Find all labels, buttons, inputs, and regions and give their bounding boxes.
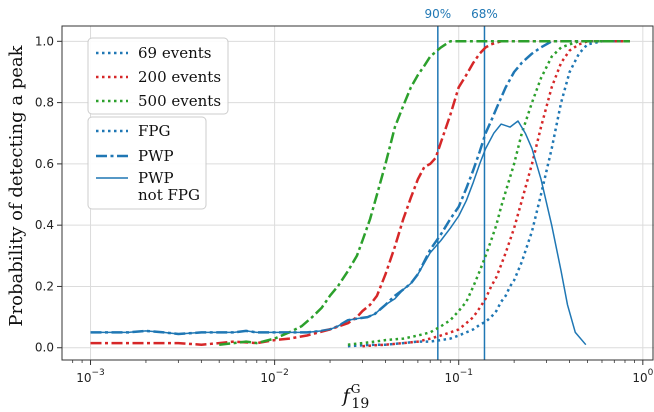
series-line-1 [347,40,630,348]
y-axis-label: Probability of detecting a peak [6,44,27,326]
y-tick-label: 0.4 [35,218,54,232]
axes-frame [61,25,654,361]
legend-box-events [87,37,229,115]
x-tick-label: 100 [632,368,653,385]
legend-entry-4-label: FPG [138,122,170,140]
x-tick-label-exp: −1 [460,368,473,378]
x-tick-label-base: 10 [76,371,91,385]
legend-entry-3-label: 500 events [138,92,221,110]
x-tick-label-exp: −3 [92,368,105,378]
legend-entry-6-label: PWP [138,169,174,187]
series-line-5 [90,40,630,346]
vertical-line-label: 90% [424,7,451,21]
vertical-line-label: 68% [471,7,498,21]
vertical-lines: 90% 68% [424,7,498,360]
x-tick-label: 10−1 [444,368,473,385]
series-group [90,40,630,348]
x-axis-label-sup: G [351,382,361,396]
y-tick-label: 0.0 [35,341,54,355]
legend-entry-5-label: PWP [138,147,174,165]
legend-entry-1-label: 69 events [138,44,211,62]
series-line-3 [347,40,630,346]
legend-entry-2-label: 200 events [138,68,221,86]
legend-box-methods [87,116,207,210]
x-tick-label-base: 10 [632,371,647,385]
y-tick-label: 0.2 [35,279,54,293]
x-tick-label-exp: −2 [276,368,289,378]
x-axis-label-main: f [341,385,353,407]
x-axis-label-sub: 19 [351,396,369,412]
x-tick-label-base: 10 [260,371,275,385]
legend-entry-6-label-line2: not FPG [138,186,200,204]
x-tick-label: 10−3 [76,368,105,385]
x-axis-label: fG 19 [341,382,369,412]
x-tick-label: 10−2 [260,368,289,385]
y-tick-label: 0.8 [35,96,54,110]
y-tick-label: 0.6 [35,157,54,171]
x-tick-label-base: 10 [444,371,459,385]
series-line-2 [362,40,630,348]
series-line-7 [90,120,587,346]
x-tick-label-exp: 0 [648,368,654,378]
y-tick-label: 1.0 [35,34,54,48]
